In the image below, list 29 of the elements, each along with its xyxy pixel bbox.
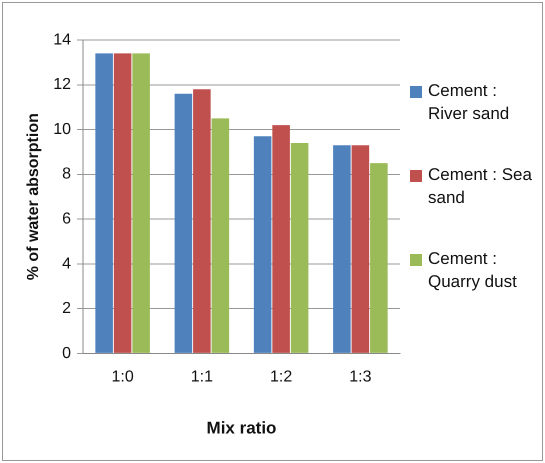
bar [333,145,351,353]
bar [193,89,211,353]
y-tick-label: 12 [53,76,72,94]
bar [254,136,272,353]
y-tick-label: 4 [62,255,72,272]
y-tick-label: 8 [62,166,72,183]
bar [174,94,192,353]
legend-label: Cement : River sand [428,80,510,125]
y-tick-label: 6 [62,210,72,228]
x-tick-label: 1:0 [111,368,134,386]
legend-label: Cement : Sea sand [428,164,533,209]
bar [352,145,370,353]
bar [212,118,230,353]
bar [132,53,150,353]
y-tick-label: 2 [62,300,72,318]
y-tick-label: 0 [62,344,72,362]
x-tick-label: 1:2 [270,368,292,386]
y-tick-label: 14 [53,31,72,48]
y-axis-title: % of water absorption [25,113,42,280]
x-axis-title: Mix ratio [206,418,276,438]
bar [370,163,388,353]
bar [95,53,113,353]
bar [114,53,132,353]
x-tick-label: 1:1 [190,368,214,386]
bar [290,142,308,353]
bar [272,125,290,353]
y-tick-label: 10 [53,120,72,138]
x-tick-label: 1:3 [349,368,372,386]
legend-label: Cement : Quarry dust [428,248,518,293]
